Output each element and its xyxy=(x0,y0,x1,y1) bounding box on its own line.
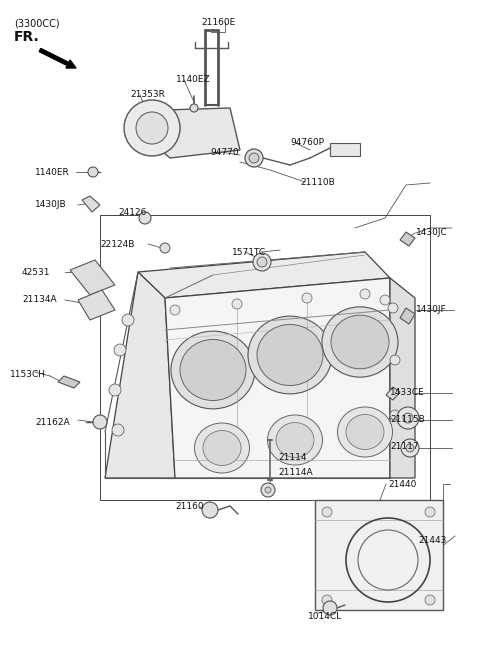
Circle shape xyxy=(380,295,390,305)
Circle shape xyxy=(302,293,312,303)
Polygon shape xyxy=(105,272,175,478)
Circle shape xyxy=(388,303,398,313)
Circle shape xyxy=(114,344,126,356)
Text: 1571TC: 1571TC xyxy=(232,248,266,257)
Text: 21440: 21440 xyxy=(388,480,416,489)
Circle shape xyxy=(322,507,332,517)
Text: 21134A: 21134A xyxy=(22,295,57,304)
Text: 21160E: 21160E xyxy=(201,18,235,27)
Circle shape xyxy=(397,407,419,429)
Text: 1014CL: 1014CL xyxy=(308,612,342,621)
Circle shape xyxy=(112,424,124,436)
Text: 22124B: 22124B xyxy=(100,240,134,249)
Circle shape xyxy=(425,507,435,517)
Polygon shape xyxy=(386,387,400,400)
Circle shape xyxy=(160,243,170,253)
Ellipse shape xyxy=(337,407,393,457)
Polygon shape xyxy=(400,308,415,324)
Polygon shape xyxy=(70,260,115,295)
Text: 94770: 94770 xyxy=(210,148,239,157)
Text: 1430JB: 1430JB xyxy=(35,200,67,209)
Text: 21443: 21443 xyxy=(418,536,446,545)
Ellipse shape xyxy=(267,415,323,465)
Circle shape xyxy=(190,104,198,112)
Text: 1140ER: 1140ER xyxy=(35,168,70,177)
Polygon shape xyxy=(138,252,390,298)
Circle shape xyxy=(265,487,271,493)
Ellipse shape xyxy=(331,315,389,369)
Ellipse shape xyxy=(346,415,384,450)
Text: 1140EZ: 1140EZ xyxy=(176,75,211,84)
Polygon shape xyxy=(58,376,80,388)
FancyArrow shape xyxy=(39,49,76,68)
Circle shape xyxy=(170,305,180,315)
Text: 94760P: 94760P xyxy=(290,138,324,147)
Polygon shape xyxy=(82,196,100,212)
Text: 21114A: 21114A xyxy=(278,468,312,477)
Circle shape xyxy=(360,289,370,299)
Polygon shape xyxy=(78,290,115,320)
Text: 1153CH: 1153CH xyxy=(10,370,46,379)
Text: 1430JF: 1430JF xyxy=(416,305,446,314)
Circle shape xyxy=(401,439,419,457)
Text: 42531: 42531 xyxy=(22,268,50,277)
Circle shape xyxy=(390,355,400,365)
Polygon shape xyxy=(330,143,360,156)
Circle shape xyxy=(390,410,400,420)
Ellipse shape xyxy=(322,307,398,377)
Ellipse shape xyxy=(171,331,255,409)
Circle shape xyxy=(322,595,332,605)
Circle shape xyxy=(245,149,263,167)
Circle shape xyxy=(202,502,218,518)
Circle shape xyxy=(323,601,337,615)
Ellipse shape xyxy=(248,316,332,394)
Text: 21115B: 21115B xyxy=(390,415,425,424)
Text: 21353R: 21353R xyxy=(130,90,165,99)
Text: FR.: FR. xyxy=(14,30,40,44)
Circle shape xyxy=(261,483,275,497)
Text: 1430JC: 1430JC xyxy=(416,228,448,237)
Circle shape xyxy=(139,212,151,224)
Circle shape xyxy=(249,153,259,163)
Circle shape xyxy=(124,100,180,156)
Ellipse shape xyxy=(180,340,246,400)
Circle shape xyxy=(109,384,121,396)
Bar xyxy=(315,500,443,610)
Circle shape xyxy=(93,415,107,429)
Circle shape xyxy=(88,167,98,177)
Circle shape xyxy=(257,257,267,267)
Text: 21160: 21160 xyxy=(175,502,204,511)
Circle shape xyxy=(253,253,271,271)
Text: (3300CC): (3300CC) xyxy=(14,18,60,28)
Circle shape xyxy=(406,444,414,452)
Polygon shape xyxy=(165,278,390,478)
Text: 1433CE: 1433CE xyxy=(390,388,425,397)
Ellipse shape xyxy=(203,430,241,465)
Circle shape xyxy=(122,314,134,326)
Text: 21162A: 21162A xyxy=(35,418,70,427)
Text: 24126: 24126 xyxy=(118,208,146,217)
Polygon shape xyxy=(155,108,240,158)
Text: 21114: 21114 xyxy=(278,453,307,462)
Polygon shape xyxy=(400,232,415,246)
Polygon shape xyxy=(390,278,415,478)
Ellipse shape xyxy=(257,325,323,386)
Ellipse shape xyxy=(194,423,250,473)
Circle shape xyxy=(136,112,168,144)
Text: 21110B: 21110B xyxy=(300,178,335,187)
Circle shape xyxy=(232,299,242,309)
Text: 21117: 21117 xyxy=(390,442,419,451)
Ellipse shape xyxy=(276,422,314,457)
Circle shape xyxy=(425,595,435,605)
Circle shape xyxy=(403,413,413,423)
